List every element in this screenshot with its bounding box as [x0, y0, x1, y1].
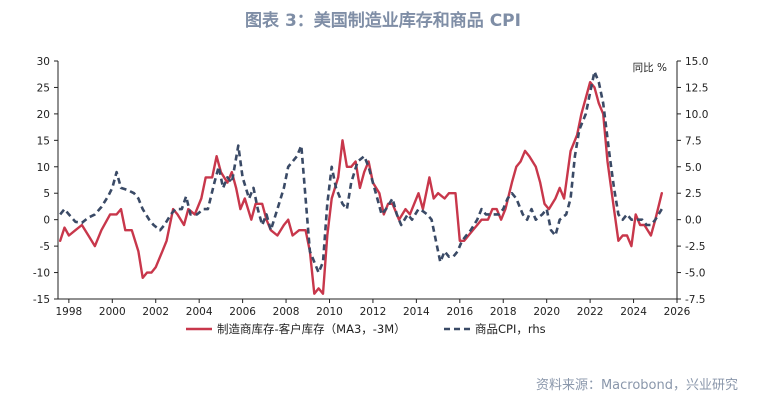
x-tick-label: 2010: [316, 306, 343, 318]
left-tick-label: 15: [37, 135, 50, 147]
right-tick-label: 10.0: [685, 109, 708, 121]
source-note: 资料来源：Macrobond，兴业研究: [535, 378, 738, 393]
x-tick-label: 2000: [99, 306, 126, 318]
series-line-0: [59, 81, 663, 295]
right-tick-label: 2.5: [685, 188, 702, 200]
x-tick-label: 2022: [577, 306, 604, 318]
x-tick-label: 1998: [55, 306, 82, 318]
right-tick-label: -5.0: [685, 268, 706, 280]
left-tick-label: -5: [40, 241, 50, 253]
x-tick-label: 2008: [273, 306, 300, 318]
left-tick-label: -10: [33, 268, 50, 280]
right-tick-label: 0.0: [685, 215, 702, 227]
chart-lines: [59, 70, 663, 295]
right-tick-label: -2.5: [685, 241, 706, 253]
chart-legend: 制造商库存-客户库存（MA3，-3M） 商品CPI，rhs: [186, 322, 546, 336]
x-tick-label: 2026: [664, 306, 691, 318]
left-tick-label: 10: [37, 162, 50, 174]
left-tick-label: 20: [37, 109, 50, 121]
page-title: 图表 3：美国制造业库存和商品 CPI: [245, 11, 521, 31]
series-line-1: [59, 70, 663, 274]
legend-label-1: 商品CPI，rhs: [475, 322, 546, 336]
x-tick-label: 2012: [360, 306, 387, 318]
right-tick-label: 12.5: [685, 82, 708, 94]
right-axis-label: 同比 %: [633, 61, 667, 74]
x-tick-label: 2002: [142, 306, 169, 318]
left-tick-label: 30: [37, 56, 50, 68]
x-tick-label: 2014: [403, 306, 430, 318]
right-tick-label: 15.0: [685, 56, 708, 68]
x-tick-label: 2004: [186, 306, 213, 318]
x-tick-label: 2006: [229, 306, 256, 318]
right-tick-label: 7.5: [685, 135, 702, 147]
chart-axes: -15 -10 -5 0 5 10 15 20 25 30 -7.5 -5.0 -2.5 0.0 2.5 5.…: [33, 56, 709, 318]
x-tick-label: 2020: [533, 306, 560, 318]
right-tick-label: 5.0: [685, 162, 702, 174]
x-tick-label: 2024: [620, 306, 647, 318]
left-tick-label: 25: [37, 82, 50, 94]
left-tick-label: 5: [43, 188, 50, 200]
left-tick-label: 0: [43, 215, 50, 227]
x-tick-label: 2018: [490, 306, 517, 318]
right-tick-label: -7.5: [685, 294, 706, 306]
left-tick-label: -15: [33, 294, 50, 306]
legend-label-0: 制造商库存-客户库存（MA3，-3M）: [217, 322, 406, 336]
x-tick-label: 2016: [446, 306, 473, 318]
